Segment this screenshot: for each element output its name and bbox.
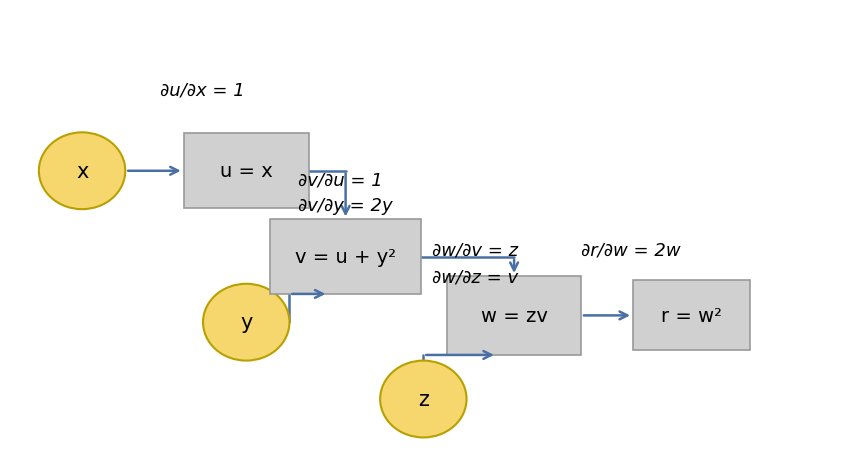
Text: ∂v/∂y = 2y: ∂v/∂y = 2y (298, 196, 393, 214)
Text: v = u + y²: v = u + y² (295, 248, 397, 267)
Ellipse shape (380, 361, 467, 437)
FancyBboxPatch shape (270, 220, 421, 295)
Text: ∂v/∂u = 1: ∂v/∂u = 1 (298, 171, 383, 189)
Text: ∂w/∂z = v: ∂w/∂z = v (432, 268, 518, 286)
Text: x: x (76, 161, 88, 181)
FancyBboxPatch shape (448, 276, 581, 355)
Text: z: z (418, 389, 429, 409)
Ellipse shape (203, 284, 289, 361)
Text: ∂r/∂w = 2w: ∂r/∂w = 2w (581, 241, 680, 259)
Text: u = x: u = x (219, 162, 273, 181)
FancyBboxPatch shape (183, 134, 308, 208)
Text: ∂w/∂v = z: ∂w/∂v = z (432, 241, 518, 259)
FancyBboxPatch shape (632, 281, 750, 351)
Text: r = w²: r = w² (661, 306, 721, 325)
Text: w = zv: w = zv (480, 306, 548, 325)
Ellipse shape (39, 133, 125, 210)
Text: y: y (240, 313, 252, 332)
Text: ∂u/∂x = 1: ∂u/∂x = 1 (160, 81, 245, 99)
